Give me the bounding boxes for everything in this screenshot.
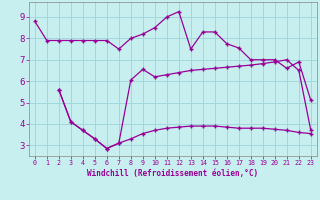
X-axis label: Windchill (Refroidissement éolien,°C): Windchill (Refroidissement éolien,°C) (87, 169, 258, 178)
